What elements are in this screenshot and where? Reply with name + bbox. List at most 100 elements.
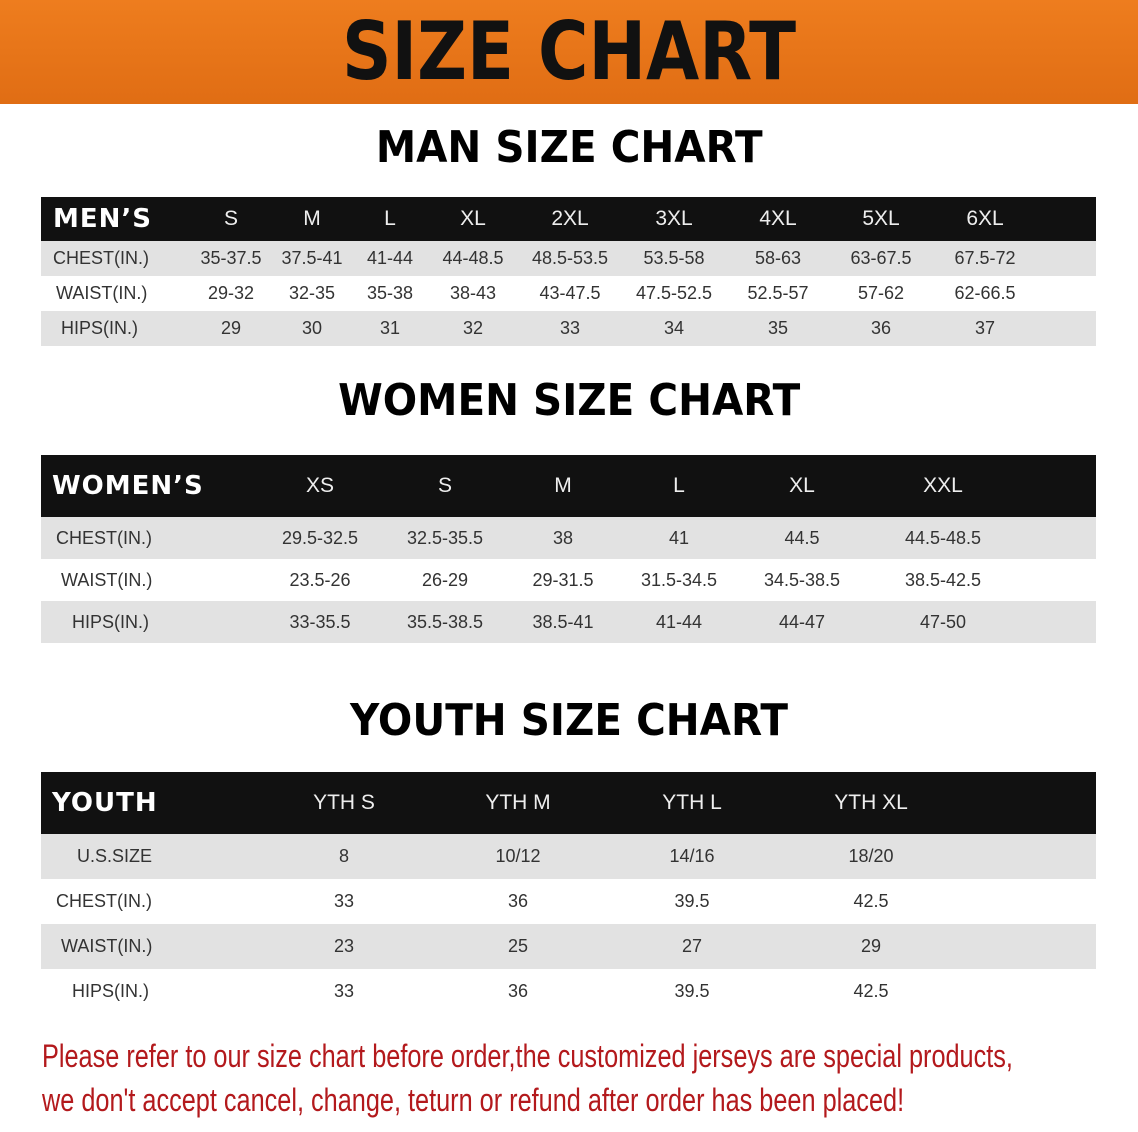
- size-column-header: YTH L: [662, 791, 722, 814]
- table-row: WAIST(IN.) 23 25 27 29: [41, 924, 1096, 969]
- table-cell: 35-38: [366, 283, 414, 303]
- header-row: YOUTH YTH S YTH M YTH L YTH XL: [41, 772, 1096, 834]
- table-cell: 32-35: [288, 283, 336, 303]
- table-cell: 38.5-42.5: [904, 569, 982, 590]
- table-cell: 26-29: [421, 569, 469, 590]
- men-title-text: MAN SIZE CHART: [375, 122, 763, 173]
- table-cell: 29-32: [207, 283, 255, 303]
- notice-line-1: Please refer to our size chart before or…: [42, 1038, 1013, 1074]
- size-column-header: M: [554, 474, 572, 497]
- table-cell: 43-47.5: [539, 283, 601, 303]
- table-cell: 29: [860, 936, 882, 956]
- table-row: CHEST(IN.) 35-37.5 37.5-41 41-44 44-48.5 48.5…: [41, 241, 1096, 276]
- table-cell: 34: [663, 318, 685, 338]
- row-label: HIPS(IN.): [61, 318, 139, 338]
- women-title-text: WOMEN SIZE CHART: [337, 375, 801, 426]
- size-column-header: XL: [460, 207, 486, 230]
- row-label: WAIST(IN.): [61, 936, 153, 956]
- table-cell: 10/12: [495, 846, 541, 866]
- table-cell: 35: [767, 318, 789, 338]
- size-column-header: 3XL: [655, 207, 693, 230]
- row-label: CHEST(IN.): [56, 891, 152, 911]
- header-row: MEN’S S M L XL 2XL 3XL 4XL 5XL 6XL: [41, 197, 1096, 241]
- table-cell: 41-44: [655, 611, 703, 632]
- table-cell: 44.5: [784, 527, 820, 548]
- table-header-label: WOMEN’S: [52, 471, 204, 501]
- table-cell: 58-63: [754, 248, 802, 268]
- size-column-header: M: [303, 207, 321, 230]
- size-column-header: YTH S: [313, 791, 375, 814]
- table-cell: 48.5-53.5: [531, 248, 609, 268]
- banner-title: SIZE CHART: [341, 5, 797, 98]
- table-cell: 32: [462, 318, 484, 338]
- table-row: U.S.SIZE 8 10/12 14/16 18/20: [41, 834, 1096, 879]
- size-column-header: 4XL: [759, 207, 797, 230]
- table-row: WAIST(IN.) 23.5-26 26-29 29-31.5 31.5-34.5 34…: [41, 559, 1096, 601]
- table-cell: 38: [552, 527, 574, 548]
- table-cell: 36: [870, 318, 892, 338]
- size-column-header: 5XL: [862, 207, 900, 230]
- row-label: HIPS(IN.): [72, 981, 150, 1001]
- youth-size-table: YOUTH YTH S YTH M YTH L YTH XL U.S.SIZE 8 10/12…: [41, 772, 1096, 1014]
- table-cell: 29-31.5: [532, 569, 594, 590]
- header-row: WOMEN’S XS S M L XL XXL: [41, 455, 1096, 517]
- table-row: HIPS(IN.) 33 36 39.5 42.5: [41, 969, 1096, 1014]
- table-cell: 44-48.5: [442, 248, 504, 268]
- table-cell: 39.5: [674, 981, 710, 1001]
- youth-section-title: YOUTH SIZE CHART: [0, 695, 1138, 746]
- table-cell: 34.5-38.5: [763, 569, 841, 590]
- table-cell: 37: [974, 318, 996, 338]
- table-row: WAIST(IN.) 29-32 32-35 35-38 38-43 43-47.5 47.…: [41, 276, 1096, 311]
- table-cell: 23: [333, 936, 355, 956]
- table-row: HIPS(IN.) 29 30 31 32 33 34 35 36 37: [41, 311, 1096, 346]
- table-cell: 29: [220, 318, 242, 338]
- table-cell: 67.5-72: [954, 248, 1016, 268]
- table-cell: 31: [379, 318, 401, 338]
- table-cell: 25: [507, 936, 529, 956]
- table-cell: 35.5-38.5: [406, 611, 484, 632]
- table-cell: 42.5: [853, 981, 889, 1001]
- table-cell: 38.5-41: [532, 611, 594, 632]
- size-column-header: L: [384, 207, 396, 230]
- row-label: U.S.SIZE: [77, 846, 153, 866]
- men-size-table: MEN’S S M L XL 2XL 3XL 4XL 5XL 6XL CHEST(IN.) 35-37…: [41, 197, 1096, 346]
- table-cell: 27: [681, 936, 703, 956]
- table-cell: 23.5-26: [289, 569, 351, 590]
- table-row: CHEST(IN.) 29.5-32.5 32.5-35.5 38 41 44.5 44.5…: [41, 517, 1096, 559]
- size-column-header: 6XL: [966, 207, 1004, 230]
- women-section-title: WOMEN SIZE CHART: [0, 375, 1138, 426]
- size-column-header: XS: [305, 474, 335, 497]
- table-row: CHEST(IN.) 33 36 39.5 42.5: [41, 879, 1096, 924]
- table-cell: 62-66.5: [954, 283, 1016, 303]
- size-column-header: S: [437, 474, 453, 497]
- size-column-header: YTH M: [485, 791, 551, 814]
- table-cell: 33: [333, 891, 355, 911]
- table-cell: 30: [301, 318, 323, 338]
- row-label: CHEST(IN.): [56, 527, 152, 548]
- size-column-header: XL: [789, 474, 815, 497]
- men-section-title: MAN SIZE CHART: [0, 122, 1138, 173]
- table-header-label: YOUTH: [52, 788, 158, 818]
- table-cell: 44-47: [778, 611, 826, 632]
- row-label: WAIST(IN.): [56, 283, 148, 303]
- size-column-header: 2XL: [551, 207, 589, 230]
- table-cell: 37.5-41: [281, 248, 343, 268]
- table-cell: 35-37.5: [200, 248, 262, 268]
- table-cell: 44.5-48.5: [904, 527, 982, 548]
- row-label: CHEST(IN.): [53, 248, 149, 268]
- notice-line-2: we don't accept cancel, change, teturn o…: [42, 1082, 905, 1118]
- table-cell: 32.5-35.5: [406, 527, 484, 548]
- youth-title-text: YOUTH SIZE CHART: [350, 695, 788, 746]
- row-label: HIPS(IN.): [72, 611, 150, 632]
- table-row: HIPS(IN.) 33-35.5 35.5-38.5 38.5-41 41-44 44-…: [41, 601, 1096, 643]
- women-size-table: WOMEN’S XS S M L XL XXL CHEST(IN.) 29.5-32.5 32.5…: [41, 455, 1096, 643]
- table-cell: 52.5-57: [747, 283, 809, 303]
- table-cell: 41: [668, 527, 690, 548]
- table-cell: 36: [507, 891, 529, 911]
- banner: SIZE CHART: [0, 0, 1138, 104]
- table-cell: 14/16: [669, 846, 715, 866]
- table-cell: 31.5-34.5: [640, 569, 718, 590]
- table-cell: 38-43: [449, 283, 497, 303]
- table-cell: 47-50: [919, 611, 967, 632]
- size-column-header: S: [223, 207, 239, 230]
